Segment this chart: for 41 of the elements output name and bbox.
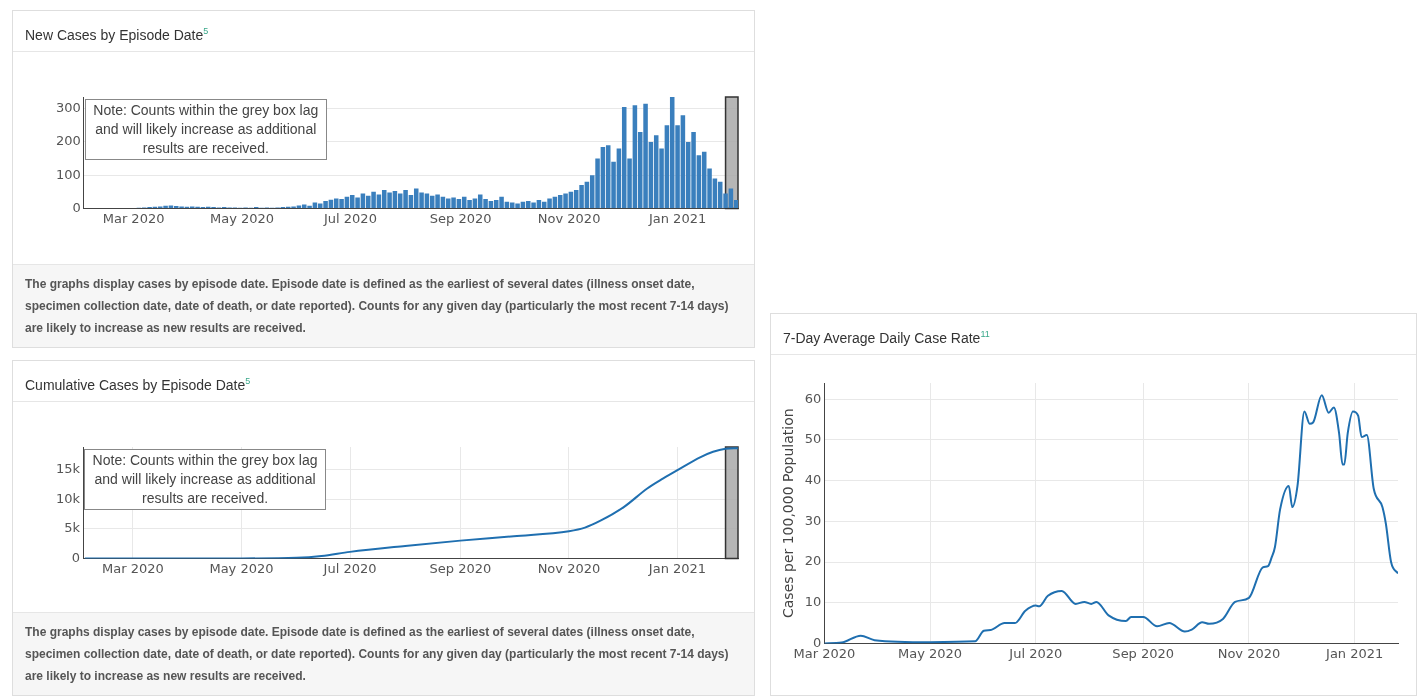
y-tick-label: 5k — [64, 520, 81, 536]
chart-title: Cumulative Cases by Episode Date$^{5}$ — [13, 361, 754, 402]
y-tick-label: 0 — [813, 634, 822, 650]
y-tick-label: 10k — [55, 490, 81, 506]
y-tick-label: 100 — [55, 166, 81, 182]
annotation: Note: Counts within the grey box lag and will likely increase as additional results are received. — [84, 99, 327, 160]
x-tick-label: Jul 2020 — [1008, 645, 1063, 661]
x-tick-label: Mar 2020 — [102, 560, 164, 576]
y-axis-title: Cases per 100,000 Population — [780, 408, 797, 619]
y-tick-label: 60 — [804, 390, 822, 406]
y-tick-label: 30 — [804, 512, 822, 528]
x-tick-label: Nov 2020 — [537, 210, 601, 226]
y-tick-label: 300 — [55, 100, 81, 116]
x-tick-label: Sep 2020 — [1112, 645, 1175, 661]
chart-title: 7-Day Average Daily Case Rate$^{11}$ — [771, 314, 1416, 355]
x-tick-label: Sep 2020 — [429, 210, 492, 226]
x-tick-label: Jul 2020 — [322, 560, 377, 576]
y-tick-label: 20 — [804, 553, 822, 569]
x-tick-label: Jan 2021 — [1325, 645, 1384, 661]
y-tick-label: 0 — [71, 549, 81, 565]
y-tick-label: 40 — [804, 472, 822, 488]
x-tick-label: Nov 2020 — [1217, 645, 1281, 661]
chart-title: New Cases by Episode Date$^{5}$ — [13, 11, 754, 52]
x-tick-label: Jul 2020 — [323, 210, 377, 226]
annotation: Note: Counts within the grey box lag and will likely increase as additional results are received. — [84, 449, 327, 510]
x-tick-label: Nov 2020 — [537, 560, 601, 576]
y-tick-label: 10 — [804, 594, 822, 610]
x-tick-label: Jan 2021 — [647, 210, 707, 226]
text: The graphs display cases by episode date. Episode date is defined as the earliest of several dates (illness onset date, specimen collection date, date of death, or date reported). Counts for any given day (particularly the most recent 7-14 days) are likely to increase as new results are received. — [13, 612, 754, 695]
x-tick-label: May 2020 — [209, 210, 275, 226]
x-tick-label: Jan 2021 — [647, 560, 707, 576]
x-tick-label: Sep 2020 — [429, 560, 492, 576]
line-series — [83, 447, 738, 559]
x-tick-label: May 2020 — [209, 560, 274, 576]
y-tick-label: 50 — [804, 431, 822, 447]
x-tick-label: Mar 2020 — [102, 210, 165, 226]
y-tick-label: 15k — [55, 460, 81, 476]
y-tick-label: 200 — [55, 133, 81, 149]
x-tick-label: May 2020 — [898, 645, 963, 661]
y-tick-label: 0 — [72, 199, 81, 215]
text: The graphs display cases by episode date. Episode date is defined as the earliest of several dates (illness onset date, specimen collection date, date of death, or date reported). Counts for any given day (particularly the most recent 7-14 days) are likely to increase as new results are received. — [13, 264, 754, 347]
